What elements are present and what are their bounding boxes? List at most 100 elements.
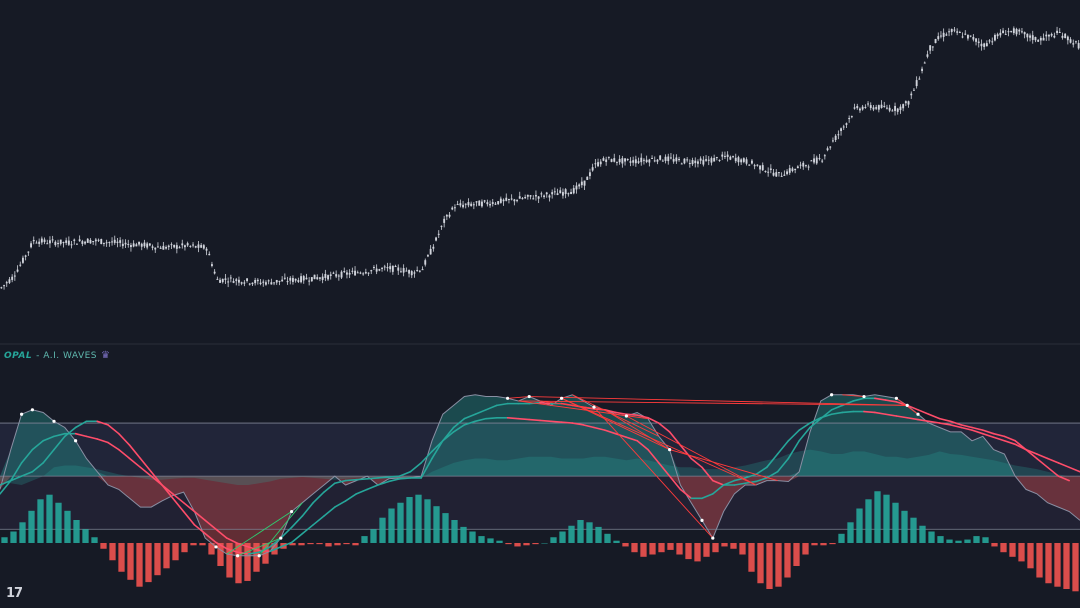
candle-body [76,243,78,245]
histogram-bar [298,543,305,546]
slow-wave-segment [755,466,768,476]
pivot-dot [830,393,834,397]
candle-body [337,275,340,277]
candle-body [286,281,289,283]
candle-body [848,118,851,120]
candle-body [656,159,659,162]
tradingview-logo[interactable]: 17 [6,586,23,601]
candle-body [721,154,724,157]
candle-body [562,192,564,196]
histogram-bar [145,543,152,583]
fast-wave-segment [485,404,498,411]
slow-wave-segment [1003,439,1017,446]
candle-body [516,200,518,202]
candle-body [227,281,230,283]
histogram-bar [523,543,530,546]
candle-body [613,158,616,162]
slow-wave-segment [107,424,120,435]
candle-body [969,35,972,37]
pivot-dot [279,536,283,540]
candle-body [159,247,162,249]
candle-body [464,203,467,205]
candle-body [923,62,926,64]
indicator-legend[interactable]: OPAL - A.I. WAVES ♛ [4,350,110,361]
slow-wave-segment [366,477,379,480]
slow-wave-segment [215,541,228,550]
candle-body [367,272,370,274]
fast-wave-segment [431,439,444,460]
candle-body [364,271,367,274]
candle-body [216,278,219,280]
histogram-bar [127,543,134,580]
candle-body [764,171,767,173]
fast-wave-segment [701,466,714,482]
candle-body [300,276,302,283]
histogram-bar [820,543,827,546]
candle-body [499,198,502,203]
bearish-divergence-line [529,396,908,406]
slow-wave-segment [333,479,347,485]
histogram-bar [658,543,665,553]
fast-wave-segment [949,420,963,426]
bearish-divergence-line [626,415,757,486]
candle-body [89,239,92,244]
candle-body [313,274,316,280]
candle-body [3,285,5,287]
candle-body [805,165,807,167]
slow-wave-segment [204,532,217,544]
fast-wave-segment [398,477,412,480]
oversold-zone [0,476,1080,530]
candle-body [351,270,354,272]
fast-wave-segment [118,448,131,460]
slow-wave-segment [614,432,628,439]
candle-body [1037,40,1040,42]
candle-body [578,184,581,187]
candle-body [19,264,22,266]
candle-body [402,268,405,273]
slow-wave-segment [873,411,887,416]
indicator-subtitle: - A.I. WAVES [36,350,98,361]
candle-body [535,194,537,197]
candle-body [192,244,194,246]
candle-body [726,154,729,157]
candle-body [356,272,359,274]
candle-body [472,204,475,206]
histogram-bar [100,543,107,549]
histogram-bar [757,543,764,584]
candle-body [302,276,305,281]
histogram-bar [451,520,458,543]
candle-body [945,34,948,36]
candle-body [84,241,86,244]
candle-body [427,255,429,257]
candle-body [275,280,278,283]
candle-body [251,282,254,285]
candle-body [834,135,837,140]
slow-wave-segment [744,473,757,479]
candle-body [907,101,910,105]
histogram-bar [838,533,845,543]
overbought-zone [0,423,1080,477]
slow-wave-segment [960,426,973,431]
candle-body [173,244,176,248]
histogram-bar [307,543,314,545]
candle-body [146,243,149,248]
slow-wave-segment [625,436,639,442]
candle-body [310,277,313,282]
candle-body [386,267,389,269]
candle-body [292,278,294,282]
candle-body [872,107,875,110]
histogram-bar [244,543,251,581]
slow-wave-segment [701,493,714,500]
histogram-bar [631,543,638,553]
candle-body [748,164,751,166]
candle-body [94,239,97,242]
candle-body [821,160,824,162]
pivot-dot [236,554,240,558]
bearish-divergence-line [518,400,908,406]
candle-body [205,248,208,251]
slow-wave-segment [431,439,444,453]
slow-wave-segment [247,551,261,555]
candle-body [956,31,959,33]
pivot-dot [257,554,261,558]
histogram-bar [442,513,449,543]
